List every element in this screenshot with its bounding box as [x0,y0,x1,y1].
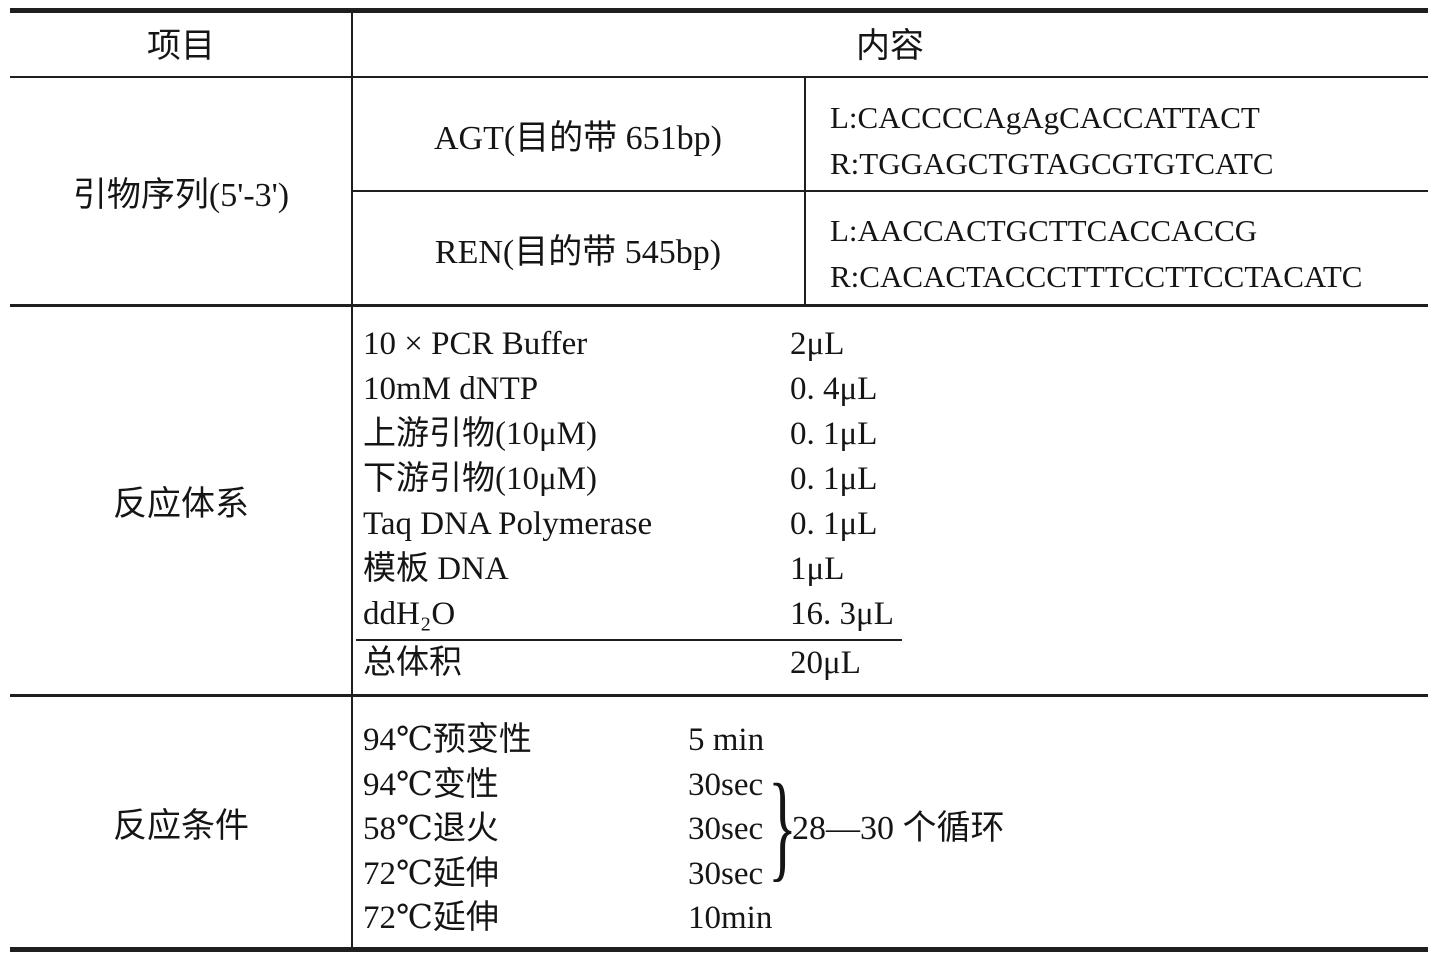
cycle-count-note: 28—30 个循环 [792,810,1005,847]
conditions-section-label: 反应条件 [113,807,249,845]
component-volume: 16. 3μL [790,596,894,632]
step-name: 94℃变性 [363,766,499,803]
system-row: 模板 DNA 1μL [363,547,923,592]
component-name: 10 × PCR Buffer [363,326,588,362]
condition-row: 72℃延伸 30sec [363,852,923,897]
header-content-cell: 内容 [856,27,924,65]
step-name: 72℃延伸 [363,900,499,936]
component-volume: 0. 1μL [790,461,878,497]
component-volume: 0. 1μL [790,506,878,542]
primer-ren-sequences: L:AACCACTGCTTCACCACCG R:CACACTACCCTTTCCT… [830,208,1362,300]
step-time: 5 min [688,722,765,758]
component-volume: 1μL [790,551,845,587]
system-row: 10mM dNTP 0. 4μL [363,367,923,412]
column-divider [351,8,353,952]
component-name: 10mM dNTP [363,371,539,407]
table-bottom-border [10,947,1428,952]
condition-row: 94℃变性 30sec [363,763,923,808]
primer-agt-name: AGT(目的带 651bp) [433,119,723,157]
primer-ren-seq-left: L:AACCACTGCTTCACCACCG [830,213,1258,248]
step-time: 30sec [688,766,764,803]
total-label: 总体积 [363,645,462,681]
step-time: 30sec [688,855,764,892]
component-volume: 2μL [790,326,845,362]
primer-section-label: 引物序列(5'-3') [72,176,290,214]
header-item-cell: 项目 [147,27,215,65]
system-row: 下游引物(10μM) 0. 1μL [363,457,923,502]
primer-subcolumn-divider [804,78,806,304]
primer-agt-sequences: L:CACCCCAgAgCACCATTACT R:TGGAGCTGTAGCGTG… [830,95,1274,187]
header-separator [10,76,1428,78]
step-time: 10min [688,900,773,936]
condition-row: 94℃预变性 5 min [363,718,923,763]
condition-row: 72℃延伸 10min [363,896,923,941]
step-name: 58℃退火 [363,811,499,847]
component-name: 下游引物(10μM) [363,461,598,497]
total-sum-line [356,639,902,641]
component-volume: 0. 1μL [790,416,878,452]
component-volume: 0. 4μL [790,371,878,407]
primer-ren-name: REN(目的带 545bp) [434,233,722,271]
component-name: ddH₂O [363,596,456,632]
primer-rows-separator [352,190,1428,192]
system-row: ddH₂O 16. 3μL [363,592,923,637]
step-time: 30sec [688,811,764,847]
system-total-row: 总体积 20μL [363,641,923,686]
total-volume: 20μL [790,645,861,681]
system-section-label: 反应体系 [113,486,249,523]
table-top-border [10,8,1428,13]
component-name: 上游引物(10μM) [363,416,598,452]
total-row: 总体积 20μL [363,641,923,686]
system-conditions-separator [10,694,1428,697]
step-name: 94℃预变性 [363,722,532,758]
component-name: 模板 DNA [363,551,509,587]
cycle-brace: } [768,759,797,892]
primer-agt-seq-left: L:CACCCCAgAgCACCATTACT [830,100,1260,135]
component-name: Taq DNA Polymerase [363,506,653,542]
primer-agt-seq-right: R:TGGAGCTGTAGCGTGTCATC [830,146,1274,181]
system-row: 10 × PCR Buffer 2μL [363,322,923,367]
primer-ren-seq-right: R:CACACTACCCTTTCCTTCCTACATC [830,259,1363,294]
step-name: 72℃延伸 [363,855,499,892]
system-row: Taq DNA Polymerase 0. 1μL [363,502,923,547]
conditions-step-list: 94℃预变性 5 min 94℃变性 30sec 58℃退火 30sec 72℃… [363,718,923,941]
primer-system-separator [10,304,1428,307]
condition-row: 58℃退火 30sec [363,807,923,852]
system-component-list: 10 × PCR Buffer 2μL 10mM dNTP 0. 4μL 上游引… [363,322,923,637]
system-row: 上游引物(10μM) 0. 1μL [363,412,923,457]
